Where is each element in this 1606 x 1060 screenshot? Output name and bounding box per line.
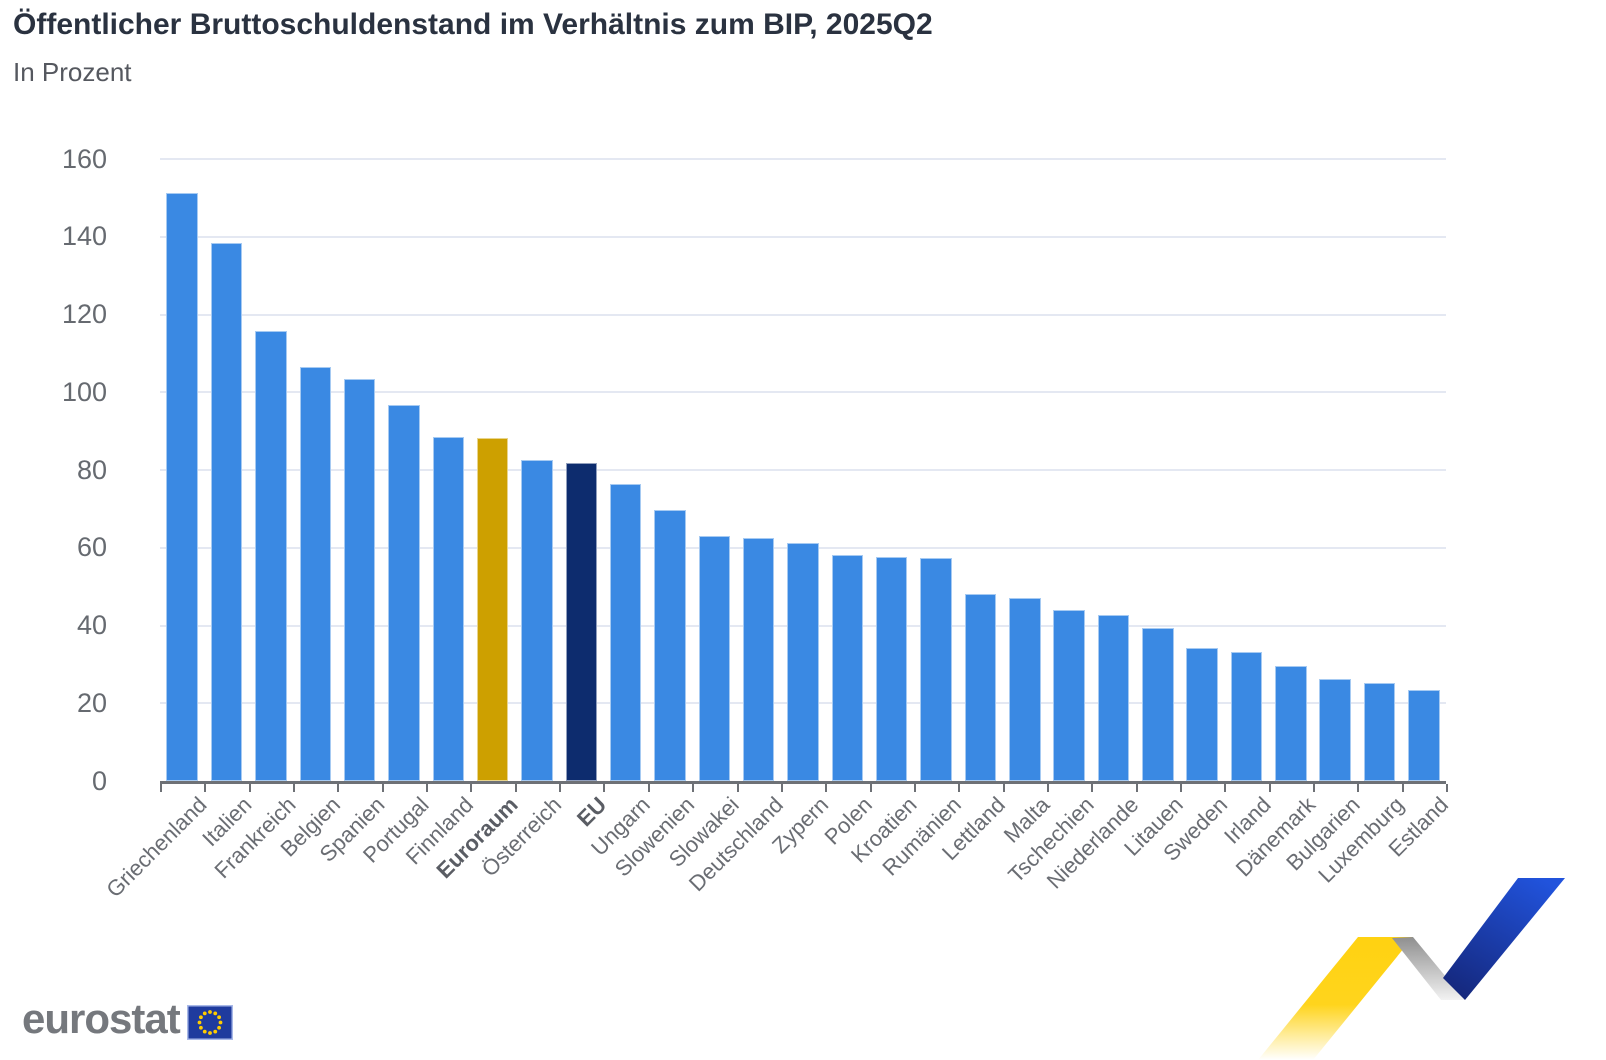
bar-deutschland[interactable] xyxy=(742,537,775,781)
bar-griechenland[interactable] xyxy=(166,193,198,781)
eurostat-ribbon-graphic xyxy=(1258,878,1565,1060)
axis-tick xyxy=(1224,784,1227,792)
x-axis-line xyxy=(160,781,1446,784)
y-axis-label-0: 0 xyxy=(91,765,107,796)
gridline-100 xyxy=(160,391,1446,394)
bar-estland[interactable] xyxy=(1408,690,1440,781)
eu-flag-icon xyxy=(186,1004,233,1040)
bar-danemark[interactable] xyxy=(1275,665,1307,781)
bar-luxemburg[interactable] xyxy=(1363,683,1396,781)
gridline-140 xyxy=(160,235,1446,238)
chart-title: Öffentlicher Bruttoschuldenstand im Verh… xyxy=(13,8,933,41)
y-axis-label-40: 40 xyxy=(76,610,107,640)
y-axis-label-80: 80 xyxy=(76,454,107,485)
bar-portugal[interactable] xyxy=(388,404,420,781)
axis-tick xyxy=(1401,784,1404,792)
axis-tick xyxy=(160,784,162,792)
bar-italien[interactable] xyxy=(210,243,243,781)
bar-sweden[interactable] xyxy=(1186,648,1218,781)
axis-tick xyxy=(248,784,251,792)
axis-tick xyxy=(426,784,429,792)
bar-ungarn[interactable] xyxy=(609,484,642,781)
bar-finnland[interactable] xyxy=(432,437,464,781)
bar-zypern[interactable] xyxy=(787,543,819,781)
bar-tschechien[interactable] xyxy=(1053,610,1085,781)
bar-polen[interactable] xyxy=(831,555,864,781)
bar-slowakei[interactable] xyxy=(698,536,731,781)
y-axis-label-100: 100 xyxy=(61,376,107,407)
y-axis-label-120: 120 xyxy=(61,299,107,329)
y-axis-label-60: 60 xyxy=(76,532,107,563)
axis-tick xyxy=(1046,784,1049,792)
bar-malta[interactable] xyxy=(1009,598,1041,781)
axis-tick xyxy=(1091,784,1094,792)
x-label-griechenland: Griechenland xyxy=(101,792,212,903)
gridline-120 xyxy=(160,313,1446,316)
axis-tick xyxy=(559,784,562,792)
axis-tick xyxy=(204,784,207,792)
axis-tick xyxy=(603,784,606,792)
bar-irland[interactable] xyxy=(1230,651,1263,781)
axis-tick xyxy=(958,784,961,792)
axis-tick xyxy=(1268,784,1271,792)
axis-tick xyxy=(1135,784,1138,792)
bar-belgien[interactable] xyxy=(299,367,331,781)
axis-tick xyxy=(1357,784,1360,792)
axis-tick xyxy=(647,784,650,792)
axis-tick xyxy=(780,784,783,792)
bar-eu[interactable] xyxy=(565,462,597,781)
axis-tick xyxy=(825,784,828,792)
axis-tick xyxy=(1313,784,1315,792)
y-axis-label-140: 140 xyxy=(61,221,107,252)
y-axis-label-20: 20 xyxy=(76,687,107,718)
axis-tick xyxy=(1002,784,1005,792)
bar-osterreich[interactable] xyxy=(521,460,553,781)
bar-slowenien[interactable] xyxy=(654,509,686,781)
axis-tick xyxy=(514,784,517,792)
axis-tick xyxy=(1446,784,1448,792)
bar-lettland[interactable] xyxy=(964,593,997,781)
bar-frankreich[interactable] xyxy=(255,330,287,781)
bar-litauen[interactable] xyxy=(1142,628,1174,781)
bar-spanien[interactable] xyxy=(343,379,376,781)
axis-tick xyxy=(1179,784,1182,792)
bar-niederlande[interactable] xyxy=(1097,614,1130,781)
chart-subtitle: In Prozent xyxy=(13,57,132,87)
eurostat-logo-text: eurostat xyxy=(22,995,181,1042)
axis-tick xyxy=(736,784,739,792)
axis-tick xyxy=(692,784,695,792)
axis-tick xyxy=(913,784,916,792)
axis-tick xyxy=(337,784,340,792)
axis-tick xyxy=(869,784,872,792)
gridline-80 xyxy=(160,469,1446,471)
bar-rumanien[interactable] xyxy=(920,557,952,781)
axis-tick xyxy=(293,784,295,792)
axis-tick xyxy=(470,784,473,792)
y-axis-label-160: 160 xyxy=(61,143,107,174)
bar-bulgarien[interactable] xyxy=(1319,678,1351,781)
gridline-160 xyxy=(160,158,1446,160)
bar-kroatien[interactable] xyxy=(875,556,908,781)
axis-tick xyxy=(381,784,384,792)
bar-euroraum[interactable] xyxy=(476,438,509,781)
eurostat-logo[interactable]: eurostat xyxy=(22,996,233,1042)
